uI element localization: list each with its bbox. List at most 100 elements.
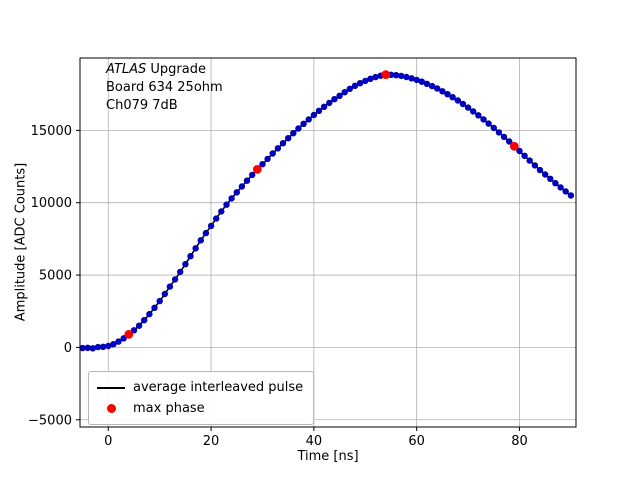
max-phase-dot [252,165,262,174]
pulse-dot [290,130,297,137]
pulse-dot [259,161,266,168]
pulse-dot [305,116,312,123]
pulse-dot [269,150,276,157]
x-axis-label: Time [ns] [297,449,359,464]
x-tick-label: 20 [203,434,220,449]
pulse-dot [449,93,456,101]
x-tick-label: 80 [511,434,528,449]
plot-annotation: ATLAS Upgrade Board 634 25ohm Ch079 7dB [106,61,223,115]
pulse-dot [521,152,528,160]
pulse-dot [475,112,482,119]
pulse-dot [233,189,241,196]
pulse-dot [336,92,343,100]
x-tick-label: 40 [306,434,323,449]
pulse-dot [490,124,497,132]
legend: average interleaved pulse max phase [88,371,315,425]
pulse-dot [464,104,472,111]
pulse-dot [207,222,215,230]
pulse-dot [439,88,446,95]
pulse-dot [356,79,364,87]
max-phase-dot [124,330,134,339]
max-phase-dot [381,70,391,79]
pulse-dot [285,135,292,142]
pulse-dot [536,166,544,174]
legend-item-pulse: average interleaved pulse [97,377,303,398]
legend-swatch-pulse [97,386,125,389]
pulse-dot [541,171,549,178]
legend-line-swatch [97,386,125,389]
legend-dot-swatch [106,404,116,413]
pulse-dot [434,85,441,92]
pulse-dot [187,253,194,260]
legend-label-maxphase: max phase [133,401,205,416]
y-tick-label: 5000 [39,269,72,284]
pulse-dot [249,171,256,179]
pulse-dot [135,322,143,329]
pulse-dot [500,133,508,141]
pulse-dot [166,283,174,290]
pulse-dot [182,261,189,268]
pulse-dot [423,80,431,88]
pulse-dot [341,88,348,96]
pulse-dot [480,116,487,123]
pulse-dot [161,290,169,298]
annotation-atlas-italic: ATLAS [106,62,147,77]
pulse-dot [459,100,467,108]
pulse-dot [99,343,107,350]
annotation-upgrade: Upgrade [146,62,206,77]
pulse-dots [79,71,575,352]
pulse-dot [516,147,523,155]
pulse-dot [562,188,569,195]
pulse-dot [279,140,287,147]
pulse-dot [151,304,158,311]
pulse-dot [567,192,575,199]
pulse-dot [310,111,318,119]
legend-item-maxphase: max phase [97,398,303,419]
pulse-dot [470,108,477,115]
annotation-line-3: Ch079 7dB [106,98,178,113]
pulse-dot [315,107,323,115]
x-tick-label: 60 [408,434,425,449]
pulse-dot [115,338,122,345]
y-axis-label: Amplitude [ADC Counts] [13,162,29,322]
legend-label-pulse: average interleaved pulse [133,380,304,395]
pulse-dot [146,310,153,318]
pulse-dot [130,327,138,334]
pulse-dot [171,276,179,283]
annotation-line-2: Board 634 25ohm [106,80,223,95]
pulse-dot [223,201,230,208]
pulse-dot [141,317,148,324]
pulse-dot [177,268,184,276]
pulse-dot [346,85,353,93]
pulse-dot [552,180,559,187]
pulse-dot [557,184,564,191]
pulse-dot [300,120,307,128]
pulse-dot [192,245,199,252]
pulse-dot [444,90,451,98]
pulse-dot [495,129,503,136]
pulse-dot [372,73,379,81]
pulse-dot [351,82,359,90]
y-tick-label: 0 [64,341,72,356]
annotation-line-1: ATLAS Upgrade [106,61,223,79]
pulse-dot [331,95,338,103]
pulse-dot [454,97,461,104]
pulse-dot [110,341,117,348]
pulse-dot [264,155,271,163]
pulse-dot [156,297,163,305]
pulse-dot [428,82,436,90]
pulse-dot [398,72,405,80]
legend-swatch-maxphase [97,404,125,413]
pulse-dot [218,208,225,215]
pulse-dot [89,345,97,352]
y-tick-label: 15000 [31,124,72,139]
pulse-dot [485,120,492,127]
pulse-dot [202,229,210,237]
pulse-dot [326,99,333,107]
pulse-dot [320,103,328,111]
pulse-dot [228,195,235,202]
max-phase-dots [124,70,519,339]
max-phase-dot [509,141,519,151]
pulse-dot [295,125,302,132]
